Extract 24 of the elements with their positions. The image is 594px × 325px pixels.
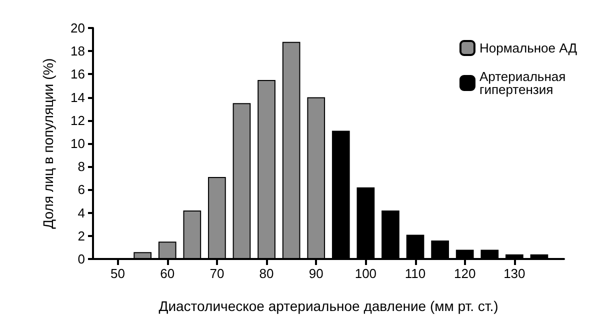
x-tick-label: 70: [210, 266, 224, 281]
x-tick-label: 80: [259, 266, 274, 281]
y-tick-label: 18: [70, 44, 85, 59]
y-tick-label: 6: [78, 182, 85, 198]
y-tick-label: 10: [70, 136, 85, 151]
y-tick-label: 14: [70, 90, 85, 105]
x-tick-label: 110: [404, 266, 426, 281]
x-tick-label: 60: [160, 266, 175, 281]
y-axis-title: Доля лиц в популяции (%): [40, 58, 56, 229]
x-tick-label: 90: [308, 266, 324, 281]
legend-label: Нормальное АД: [479, 40, 578, 56]
x-tick-label: 130: [504, 266, 526, 281]
y-tick-label: 4: [78, 205, 85, 220]
y-tick-label: 0: [78, 252, 85, 266]
x-tick-label: 100: [354, 266, 377, 281]
y-tick-label: 20: [70, 20, 85, 36]
x-axis-title: Диастолическое артериальное давление (мм рт. ст.): [158, 298, 498, 314]
y-tick-label: 2: [78, 228, 85, 244]
x-tick-label: 120: [454, 266, 476, 281]
y-tick-label: 12: [70, 112, 85, 128]
y-tick-label: 16: [70, 66, 85, 82]
x-tick-label: 50: [110, 266, 126, 281]
y-tick-label: 8: [78, 159, 85, 174]
legend-label: Артериальная гипертензия: [479, 69, 566, 97]
